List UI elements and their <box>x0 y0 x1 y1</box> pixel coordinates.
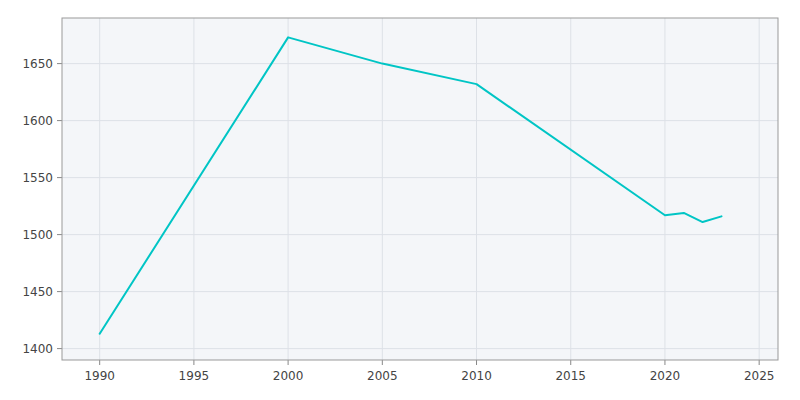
x-tick <box>664 360 665 365</box>
x-grid-line <box>476 18 477 360</box>
x-tick <box>476 360 477 365</box>
x-tick-label: 2025 <box>744 369 775 383</box>
y-tick <box>57 63 62 64</box>
x-tick-label: 2020 <box>650 369 681 383</box>
x-grid-line <box>570 18 571 360</box>
y-grid-line <box>62 291 778 292</box>
y-tick <box>57 348 62 349</box>
x-tick <box>99 360 100 365</box>
tick-labels: 1990 1995 2000 2005 2010 2015 2020 2025 1400 1450… <box>22 57 774 383</box>
series <box>100 37 722 333</box>
y-grid-line <box>62 348 778 349</box>
y-tick-label: 1450 <box>22 285 53 299</box>
y-tick-label: 1650 <box>22 57 53 71</box>
x-tick-label: 2015 <box>555 369 586 383</box>
x-grid-line <box>288 18 289 360</box>
x-tick <box>759 360 760 365</box>
x-tick-label: 2005 <box>367 369 398 383</box>
y-grid-line <box>62 177 778 178</box>
x-grid-line <box>759 18 760 360</box>
plot-area <box>62 18 778 360</box>
x-grid-line <box>193 18 194 360</box>
x-tick-label: 2010 <box>461 369 492 383</box>
chart: 1990 1995 2000 2005 2010 2015 2020 2025 1400 1450… <box>0 0 800 400</box>
y-tick-label: 1500 <box>22 228 53 242</box>
x-grid-line <box>664 18 665 360</box>
x-tick <box>570 360 571 365</box>
y-grid-line <box>62 120 778 121</box>
x-grid-line <box>382 18 383 360</box>
x-tick-label: 1995 <box>179 369 210 383</box>
y-tick-label: 1400 <box>22 342 53 356</box>
y-tick <box>57 177 62 178</box>
x-tick <box>382 360 383 365</box>
y-tick <box>57 120 62 121</box>
chart-container: 1990 1995 2000 2005 2010 2015 2020 2025 1400 1450… <box>0 0 800 400</box>
y-tick-label: 1550 <box>22 171 53 185</box>
grid <box>57 18 778 365</box>
line <box>100 37 722 333</box>
x-tick <box>193 360 194 365</box>
x-tick-label: 1990 <box>84 369 115 383</box>
x-tick <box>288 360 289 365</box>
y-grid-line <box>62 234 778 235</box>
y-tick <box>57 291 62 292</box>
y-grid-line <box>62 63 778 64</box>
y-tick-label: 1600 <box>22 114 53 128</box>
plot-frame <box>62 18 778 360</box>
x-grid-line <box>99 18 100 360</box>
x-tick-label: 2000 <box>273 369 304 383</box>
y-tick <box>57 234 62 235</box>
